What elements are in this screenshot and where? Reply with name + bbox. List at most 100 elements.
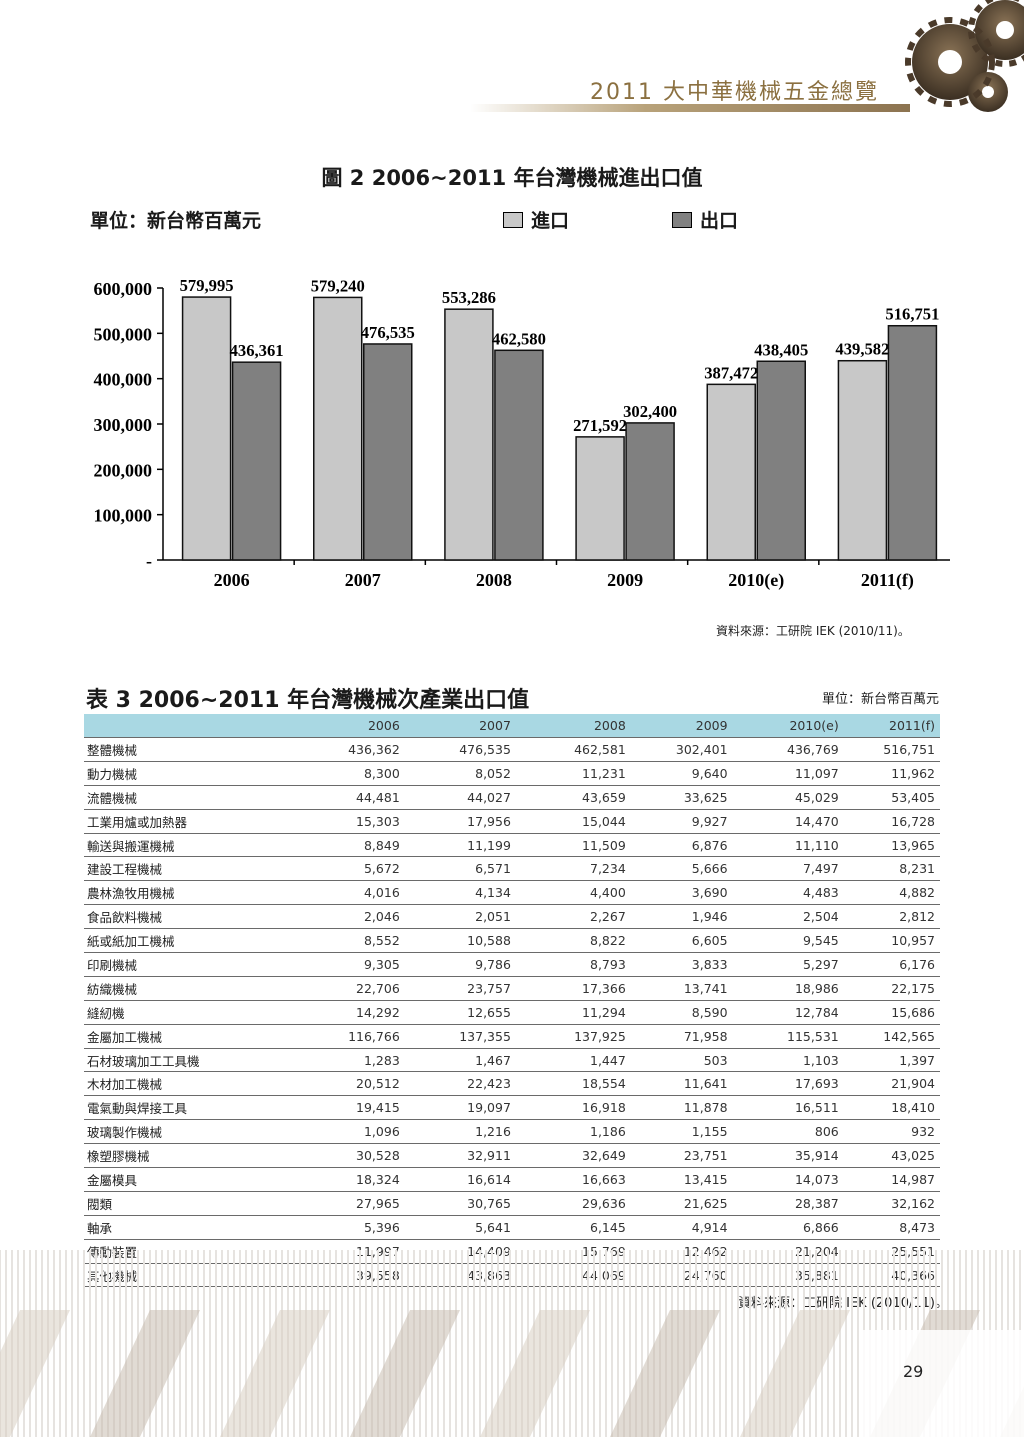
table-row: 石材玻璃加工工具機 1,283 1,467 1,447 503 1,103 1,397 (84, 1048, 940, 1073)
value-cell: 11,294 (515, 1000, 631, 1025)
y-tick-label: - (146, 551, 152, 571)
value-cell: 4,882 (843, 880, 940, 906)
value-cell: 17,956 (404, 809, 516, 834)
import-bar (181, 296, 232, 561)
legend-export: 出口 (672, 206, 738, 233)
import-value-label: 439,582 (835, 340, 889, 359)
value-cell: 2,504 (732, 904, 844, 930)
legend-label-export: 出口 (700, 210, 739, 232)
value-cell: 6,876 (630, 833, 733, 858)
y-tick-label: 200,000 (94, 460, 153, 480)
value-cell: 4,914 (630, 1215, 733, 1240)
value-cell: 9,545 (732, 928, 844, 954)
row-category-cell: 金屬加工機械 (84, 1024, 296, 1049)
table-row: 紙或紙加工機械 8,552 10,588 8,822 6,605 9,545 10,957 (84, 928, 940, 954)
value-cell: 23,751 (630, 1143, 733, 1169)
value-cell: 516,751 (843, 737, 940, 762)
table-row: 橡塑膠機械 30,528 32,911 32,649 23,751 35,914 43,02… (84, 1143, 940, 1169)
value-cell: 1,946 (630, 904, 733, 930)
x-category-label: 2007 (345, 570, 381, 590)
value-cell: 4,400 (515, 880, 631, 906)
table-row: 流體機械 44,481 44,027 43,659 33,625 45,029 53,405 (84, 785, 940, 810)
value-cell: 14,292 (295, 1000, 405, 1025)
value-cell: 8,552 (295, 928, 405, 954)
table-row: 農林漁牧用機械 4,016 4,134 4,400 3,690 4,483 4,882 (84, 880, 940, 906)
footer-chevron (610, 1310, 720, 1437)
value-cell: 16,918 (515, 1095, 631, 1121)
value-cell: 932 (843, 1119, 940, 1145)
value-cell: 3,690 (630, 880, 733, 906)
import-bar (837, 359, 888, 561)
export-bar (625, 422, 675, 561)
value-cell: 4,134 (404, 880, 516, 906)
row-category-cell: 動力機械 (84, 761, 296, 786)
export-value-label: 462,580 (492, 329, 546, 348)
value-cell: 7,497 (732, 856, 844, 882)
value-cell: 2,046 (295, 904, 405, 930)
value-cell: 436,362 (295, 737, 405, 762)
table-row: 食品飲料機械 2,046 2,051 2,267 1,946 2,504 2,812 (84, 904, 940, 930)
x-category-label: 2009 (607, 570, 643, 590)
legend-swatch-export (672, 211, 692, 228)
column-header-year: 2008 (515, 714, 631, 738)
value-cell: 15,686 (843, 1000, 940, 1025)
value-cell: 1,103 (732, 1048, 844, 1073)
column-header-year: 2011(f) (843, 714, 940, 738)
value-cell: 30,765 (404, 1191, 516, 1216)
value-cell: 2,051 (404, 904, 516, 930)
value-cell: 1,155 (630, 1119, 733, 1145)
value-cell: 6,605 (630, 928, 733, 954)
row-category-cell: 印刷機械 (84, 952, 296, 977)
value-cell: 13,415 (630, 1167, 733, 1192)
value-cell: 71,958 (630, 1024, 733, 1049)
export-value-label: 438,405 (754, 340, 808, 359)
row-category-cell: 紙或紙加工機械 (84, 928, 296, 954)
table-unit-label: 單位：新台幣百萬元 (822, 692, 940, 707)
value-cell: 22,706 (295, 976, 405, 1001)
row-category-cell: 軸承 (84, 1215, 296, 1240)
table-row: 玻璃製作機械 1,096 1,216 1,186 1,155 806 932 (84, 1119, 940, 1145)
value-cell: 11,231 (515, 761, 631, 786)
value-cell: 8,231 (843, 856, 940, 882)
value-cell: 11,641 (630, 1071, 733, 1097)
row-category-cell: 食品飲料機械 (84, 904, 296, 930)
row-category-cell: 電氣動與焊接工具 (84, 1095, 296, 1121)
value-cell: 9,305 (295, 952, 405, 977)
value-cell: 9,640 (630, 761, 733, 786)
value-cell: 19,097 (404, 1095, 516, 1121)
value-cell: 32,911 (404, 1143, 516, 1169)
table-row: 印刷機械 9,305 9,786 8,793 3,833 5,297 6,176 (84, 952, 940, 977)
value-cell: 1,467 (404, 1048, 516, 1073)
chart-unit-label: 單位：新台幣百萬元 (90, 210, 262, 232)
value-cell: 19,415 (295, 1095, 405, 1121)
value-cell: 8,300 (295, 761, 405, 786)
import-bar (444, 308, 494, 561)
y-tick-label: 300,000 (94, 415, 153, 435)
table-row: 縫紉機 14,292 12,655 11,294 8,590 12,784 15,686 (84, 1000, 940, 1025)
value-cell: 2,812 (843, 904, 940, 930)
y-tick-label: 100,000 (94, 506, 153, 526)
value-cell: 9,786 (404, 952, 516, 977)
table-row: 輸送與搬運機械 8,849 11,199 11,509 6,876 11,110 13,96… (84, 833, 940, 858)
value-cell: 16,663 (515, 1167, 631, 1192)
value-cell: 53,405 (843, 785, 940, 810)
chart-title: 圖 2 2006~2011 年台灣機械進出口值 (321, 166, 703, 190)
value-cell: 11,097 (732, 761, 844, 786)
value-cell: 28,387 (732, 1191, 844, 1216)
import-bar (313, 296, 363, 561)
chart-source: 資料來源：工研院 IEK (2010/11)。 (716, 624, 910, 638)
row-category-cell: 木材加工機械 (84, 1071, 296, 1097)
export-value-label: 476,535 (361, 323, 415, 342)
table-row: 電氣動與焊接工具 19,415 19,097 16,918 11,878 16,511 18… (84, 1095, 940, 1121)
footer-page-panel (860, 1330, 1024, 1437)
legend-swatch-import (503, 211, 523, 228)
x-category-label: 2010(e) (728, 570, 784, 591)
value-cell: 142,565 (843, 1024, 940, 1049)
table-row: 軸承 5,396 5,641 6,145 4,914 6,866 8,473 (84, 1215, 940, 1240)
row-category-cell: 玻璃製作機械 (84, 1119, 296, 1145)
table-row: 閥類 27,965 30,765 29,636 21,625 28,387 32,162 (84, 1191, 940, 1216)
value-cell: 23,757 (404, 976, 516, 1001)
gears-icon (880, 0, 1024, 120)
export-bar (887, 324, 938, 561)
value-cell: 137,925 (515, 1024, 631, 1049)
